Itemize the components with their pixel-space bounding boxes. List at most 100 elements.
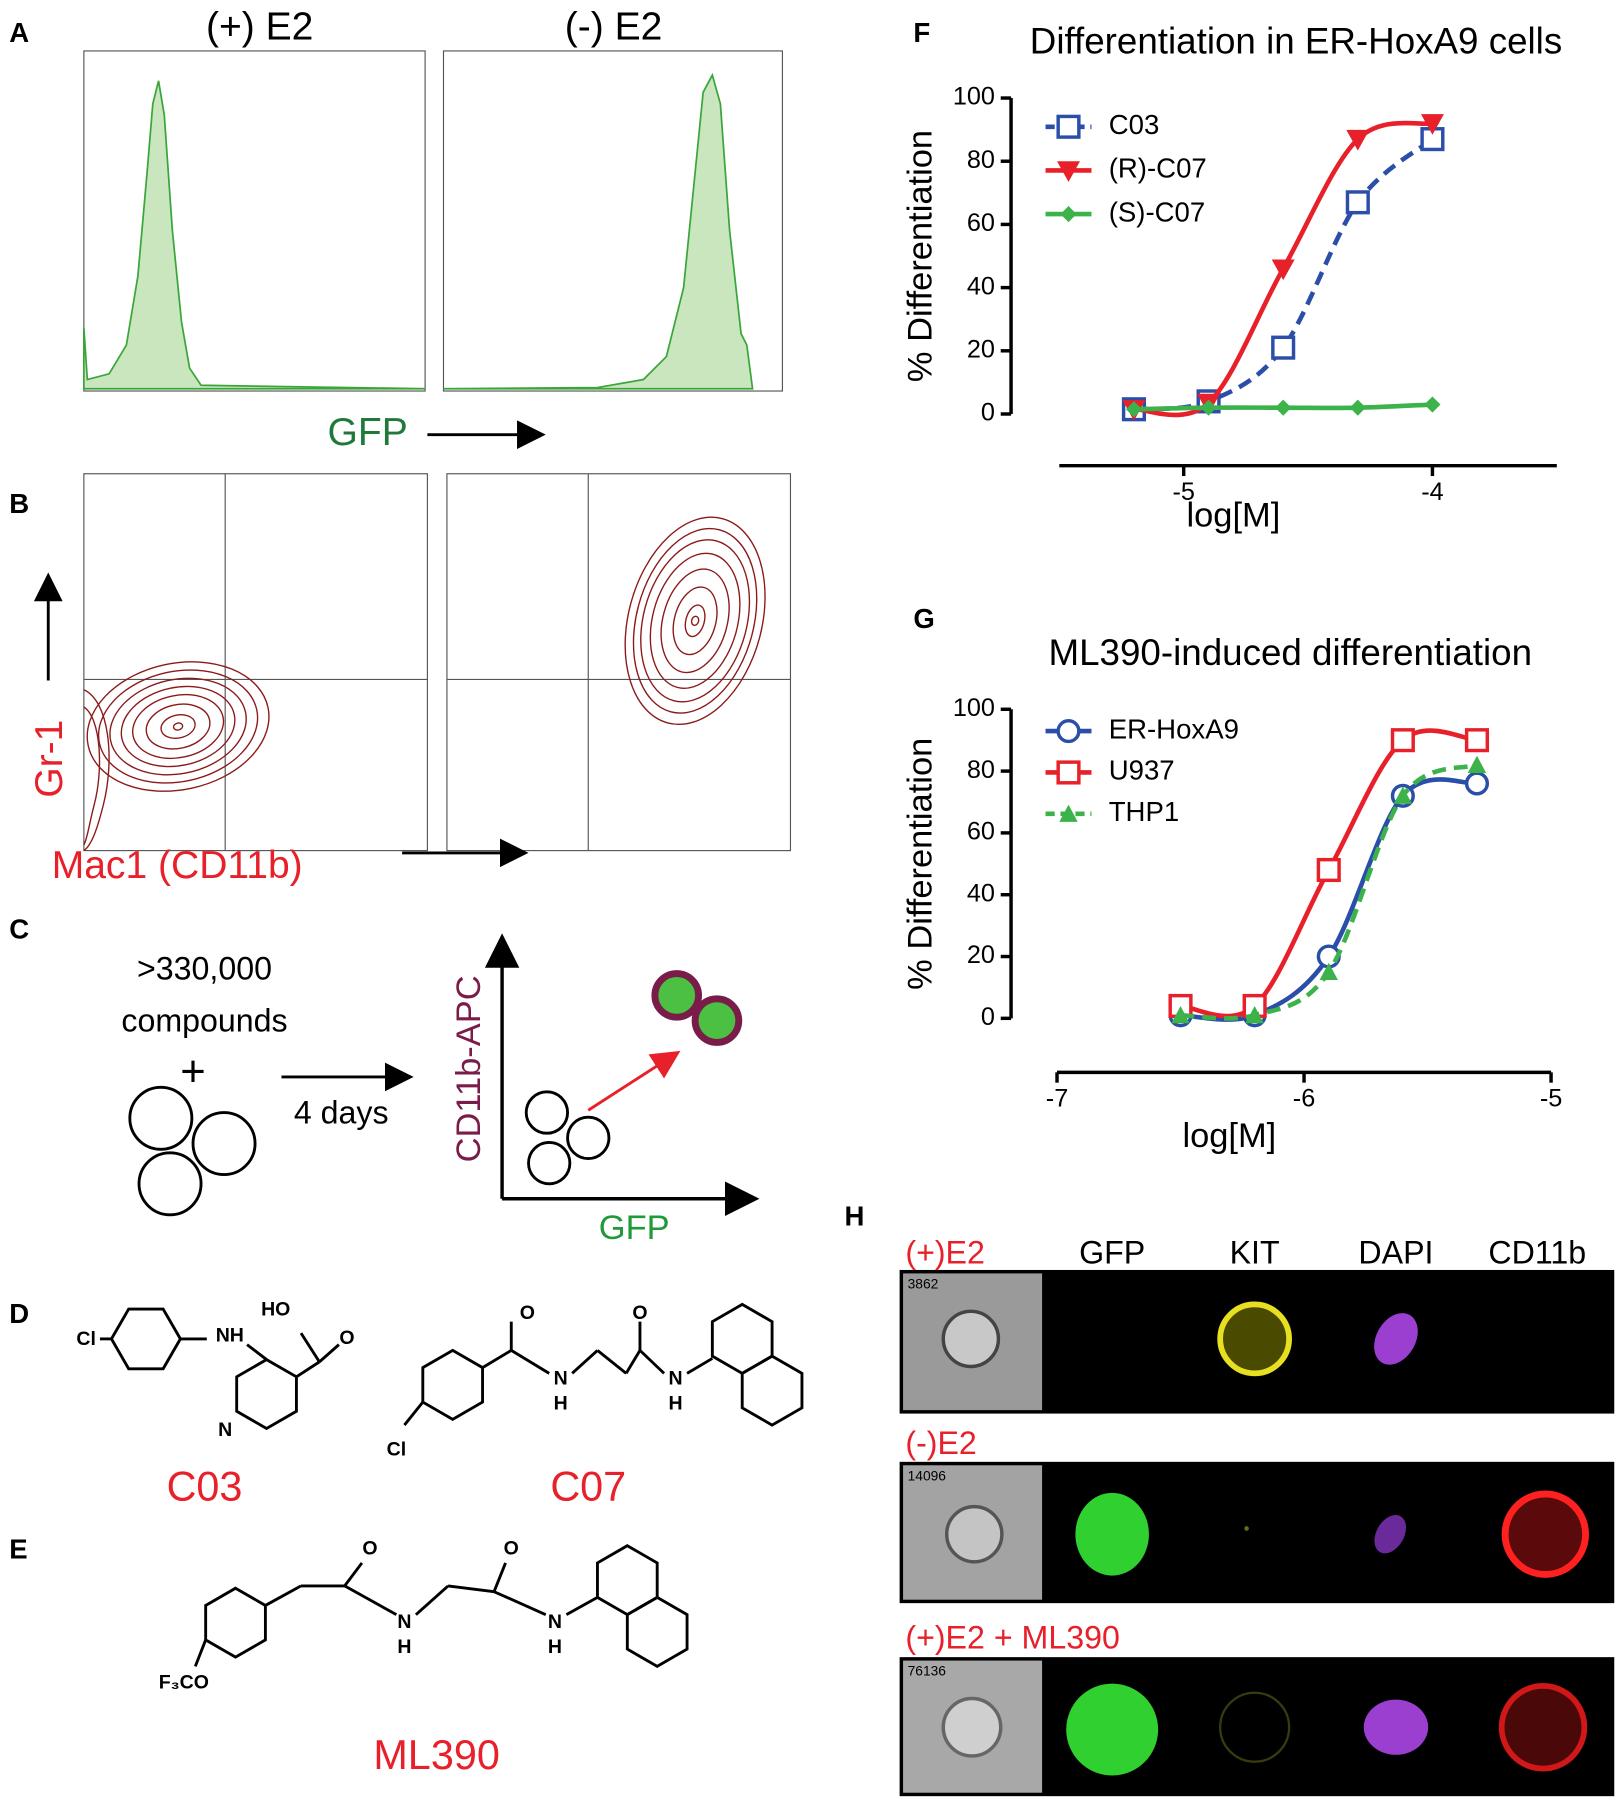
row-label: (+)E2 [905,1235,985,1271]
legend-marker [1059,804,1078,822]
axis-label: GFP [599,1209,670,1247]
y-tick-label: 80 [967,756,995,784]
row-label: (+)E2 + ML390 [905,1619,1120,1655]
atom-label: H [554,1393,568,1415]
cell [137,1151,203,1217]
marker [1390,728,1415,753]
legend-marker [1056,719,1081,744]
legend-marker [1057,161,1080,182]
cell [524,1090,570,1135]
contour-plot [624,516,766,726]
y-tick-label: 100 [953,694,995,722]
marker [1271,335,1296,360]
chart-title: Differentiation in ER-HoxA9 cells [1030,21,1562,62]
panel-label: E [9,1534,27,1565]
y-tick-label: 40 [967,879,995,907]
structure [193,1544,689,1668]
cell [566,1115,611,1160]
panel-label: F [913,17,930,48]
series-line [1180,777,1478,1022]
atom-label: N [218,1419,232,1441]
cell [191,1111,257,1177]
legend-label: (S)-C07 [1109,196,1205,227]
y-tick-label: 60 [967,818,995,846]
y-axis-label: % Differentiation [902,738,940,990]
row-label: (-)E2 [905,1425,976,1461]
cell [128,1085,194,1151]
atom-label: NH [216,1325,244,1347]
panel-label: C [9,913,29,944]
histogram [83,80,426,390]
y-tick-label: 0 [981,1003,995,1031]
legend-label: ER-HoxA9 [1109,713,1239,744]
contour-plot [83,689,110,852]
marker [1420,114,1444,135]
atom-label: N [397,1611,411,1633]
compound-name: ML390 [373,1732,499,1778]
legend-label: (R)-C07 [1109,153,1207,184]
plot-frame [446,473,792,852]
panel-label: G [913,603,934,634]
atom-label: H [669,1393,683,1415]
text: + [180,1047,206,1096]
axis-label: Mac1 (CD11b) [52,844,303,887]
structure [403,1302,804,1427]
cell-image [1219,1691,1291,1763]
compound-name: C03 [167,1463,243,1509]
cell-image [941,1309,1001,1369]
cell [651,970,703,1021]
series-line [1180,762,1478,1021]
x-tick-label: -5 [1540,1085,1562,1113]
y-tick-label: 0 [981,399,995,427]
plot-frame [83,473,428,852]
cell [527,1140,572,1186]
panel-label: B [9,488,29,519]
legend-label: THP1 [1109,796,1179,827]
plot-frame [83,50,426,392]
compound-name: C07 [550,1463,626,1509]
contour-plot [83,706,101,846]
cell-image [945,1504,1004,1564]
legend-label: U937 [1109,755,1175,786]
chart-title: ML390-induced differentiation [1048,632,1532,673]
marker [1393,786,1413,804]
x-axis-label: log[M] [1182,1117,1276,1155]
x-tick-label: -4 [1421,478,1443,506]
contour-plot [86,661,270,792]
atom-label: HO [261,1298,290,1320]
series-line [1133,137,1434,412]
marker [1316,857,1341,883]
atom-label: O [520,1302,535,1324]
marker [1171,1006,1190,1024]
panel-label: A [9,17,29,48]
x-tick-label: -7 [1046,1085,1068,1113]
legend-label: C03 [1109,109,1160,140]
arrow [587,1050,681,1112]
y-tick-label: 20 [967,335,995,363]
marker [1271,259,1295,281]
cell-image [941,1696,1003,1758]
legend-marker [1060,206,1077,223]
atom-label: O [339,1327,354,1349]
histogram [443,72,754,390]
cell-image [1501,1490,1589,1578]
cell-image [1374,1313,1418,1365]
marker [1424,396,1441,413]
cell [691,995,743,1046]
legend-marker [1056,760,1081,785]
x-axis-label: log[M] [1186,497,1280,535]
axis-label: GFP [328,411,408,454]
panel-b: B Gr-1 Mac1 (CD11b) [9,473,792,887]
panel-d: D Cl NH HO O N C03 [9,1298,804,1509]
cell-image [1066,1683,1159,1776]
panel-label: H [844,1201,864,1232]
atom-label: N [669,1367,683,1389]
marker [1245,1006,1264,1024]
cell-image [1244,1526,1249,1531]
axis-label: CD11b-APC [450,975,488,1162]
panel-a: A (+) E2 (-) E2 GFP [9,5,783,454]
panel-e: E O O N H N H F₃CO ML390 [9,1534,689,1778]
marker [1467,755,1487,773]
column-label: DAPI [1358,1235,1433,1271]
panel-h: H (+)E2 GFP KIT DAPI CD11b 3862 (-)E2 14… [844,1201,1615,1797]
